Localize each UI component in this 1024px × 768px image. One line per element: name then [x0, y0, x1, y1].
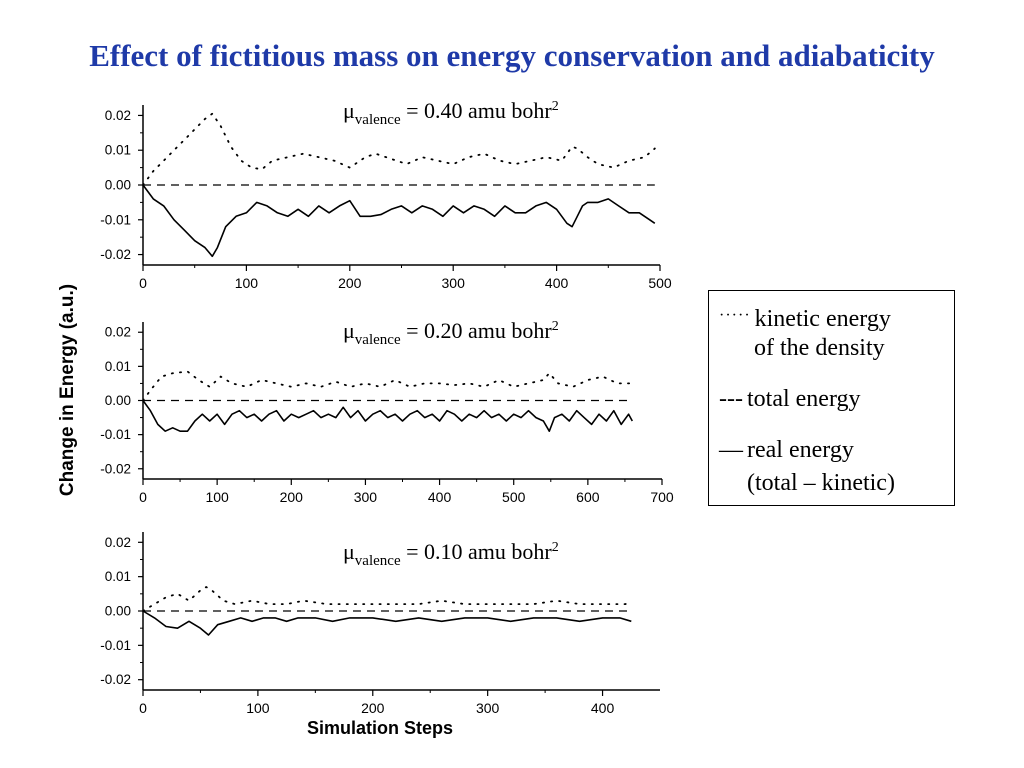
x-tick-label: 0 — [139, 275, 147, 291]
y-tick-label: 0.00 — [105, 393, 131, 408]
y-tick-label: 0.02 — [105, 108, 131, 123]
x-tick-label: 100 — [235, 275, 259, 291]
legend-real-label: real energy — [747, 437, 854, 463]
x-tick-label: 200 — [361, 700, 385, 716]
legend-kinetic: ····· kinetic energy — [719, 299, 891, 336]
dotted-line-icon: ····· — [719, 307, 751, 324]
chart-panel-3: -0.02 -0.01 0.00 0.01 0.02 0 100 200 300 400 μvale… — [100, 532, 660, 716]
y-tick-label: 0.02 — [105, 535, 131, 550]
x-axis-label: Simulation Steps — [307, 718, 453, 738]
x-tick-label: 0 — [139, 489, 147, 505]
legend-real-line2: (total – kinetic) — [747, 470, 895, 496]
dashed-line-icon: --- — [719, 386, 743, 412]
legend-kinetic-line2: of the density — [754, 335, 885, 361]
y-tick-label: -0.01 — [100, 427, 131, 442]
x-tick-label: 200 — [280, 489, 304, 505]
x-tick-label: 400 — [545, 275, 569, 291]
y-axis-label: Change in Energy (a.u.) — [57, 284, 78, 496]
chart-panel-1: -0.02 -0.01 0.00 0.01 0.02 0 100 200 300 400 500 μv… — [100, 98, 672, 291]
x-tick-label: 700 — [650, 489, 674, 505]
legend-real: — real energy — [719, 434, 854, 467]
y-tick-label: -0.01 — [100, 212, 131, 227]
y-tick-label: 0.00 — [105, 178, 131, 193]
x-tick-label: 200 — [338, 275, 362, 291]
y-tick-label: 0.01 — [105, 143, 131, 158]
x-tick-label: 300 — [354, 489, 378, 505]
real-energy-line — [142, 400, 634, 433]
kinetic-energy-line — [142, 112, 656, 186]
y-tick-label: 0.01 — [105, 569, 131, 584]
x-tick-label: 100 — [246, 700, 270, 716]
kinetic-energy-line — [142, 585, 633, 612]
legend-total: --- total energy — [719, 383, 861, 416]
x-tick-label: 600 — [576, 489, 600, 505]
real-energy-line — [142, 184, 656, 258]
y-tick-label: 0.00 — [105, 604, 131, 619]
x-tick-label: 100 — [205, 489, 229, 505]
slide-title: Effect of fictitious mass on energy cons… — [89, 38, 935, 73]
y-tick-label: -0.02 — [100, 672, 131, 687]
legend-total-label: total energy — [746, 386, 861, 412]
mass-annotation: μvalence = 0.20 amu bohr2 — [343, 318, 559, 348]
solid-line-icon: — — [719, 437, 743, 463]
y-tick-label: -0.02 — [100, 461, 131, 476]
mass-annotation: μvalence = 0.40 amu bohr2 — [343, 98, 559, 128]
x-tick-label: 500 — [648, 275, 672, 291]
y-tick-label: 0.02 — [105, 325, 131, 340]
mass-annotation: μvalence = 0.10 amu bohr2 — [343, 539, 559, 569]
kinetic-energy-line — [142, 370, 634, 402]
x-tick-label: 400 — [591, 700, 615, 716]
chart-panel-2: -0.02 -0.01 0.00 0.01 0.02 0 100 200 300 400 500 60… — [100, 318, 674, 505]
x-tick-label: 0 — [139, 700, 147, 716]
y-tick-label: -0.02 — [100, 247, 131, 262]
real-energy-line — [142, 610, 632, 636]
x-tick-label: 300 — [476, 700, 500, 716]
y-tick-label: 0.01 — [105, 359, 131, 374]
legend-box: ····· kinetic energy of the density --- to… — [708, 290, 955, 506]
legend-kinetic-label: kinetic energy — [754, 306, 891, 332]
y-tick-label: -0.01 — [100, 638, 131, 653]
x-tick-label: 400 — [428, 489, 452, 505]
x-tick-label: 500 — [502, 489, 526, 505]
x-tick-label: 300 — [442, 275, 466, 291]
